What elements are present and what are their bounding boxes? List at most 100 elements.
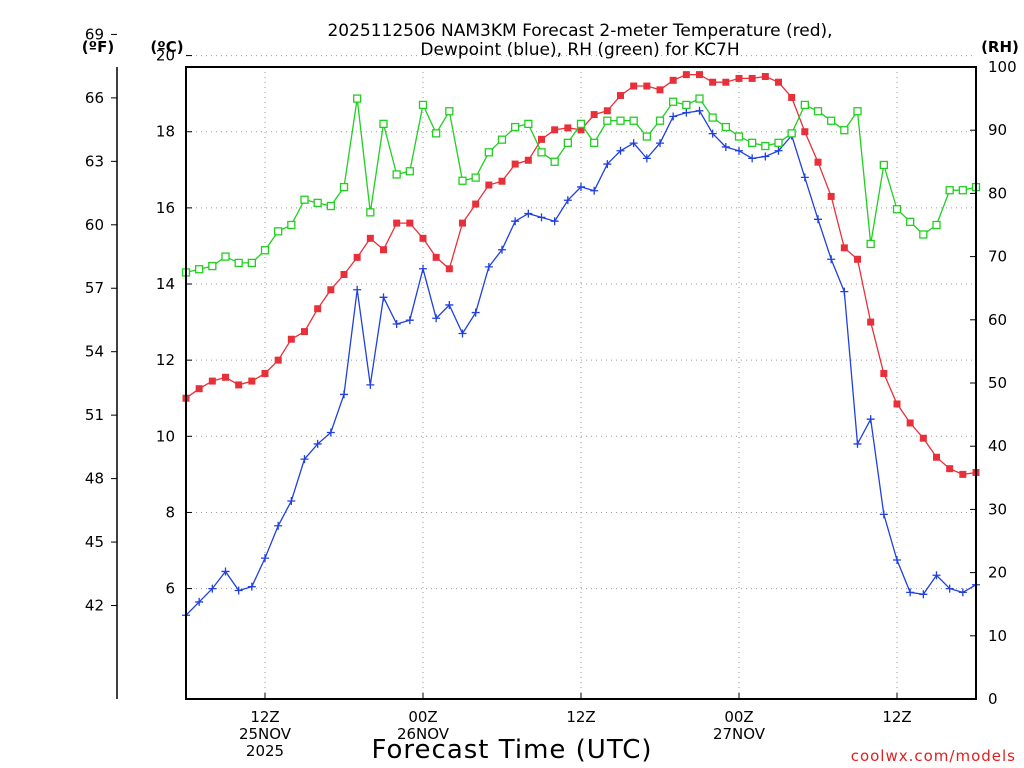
data-point [247, 582, 256, 591]
data-point [287, 335, 295, 343]
data-point [248, 377, 256, 385]
fahrenheit-unit-label: (ºF) [82, 38, 114, 56]
rh-tick-label: 60 [988, 311, 1007, 329]
data-point [761, 152, 770, 161]
data-point [537, 148, 546, 157]
data-point [301, 328, 308, 336]
data-point [629, 116, 638, 125]
data-point [788, 93, 796, 101]
data-point [708, 129, 717, 138]
series-layer [181, 71, 981, 620]
data-point [827, 116, 836, 125]
data-point [458, 329, 467, 338]
data-point [669, 112, 678, 121]
data-point [432, 314, 441, 323]
data-point [339, 182, 349, 192]
celsius-unit-label: (ºC) [150, 38, 183, 56]
data-point [854, 255, 861, 263]
data-point [511, 122, 520, 132]
data-point [748, 74, 756, 82]
data-point [814, 215, 822, 224]
time-tick-label: 12Z [882, 708, 911, 726]
rh-tick-label: 80 [988, 184, 1007, 202]
data-point [893, 556, 901, 565]
fahrenheit-tick-label: 48 [85, 470, 104, 488]
data-point [208, 584, 217, 593]
rh-tick-label: 10 [988, 627, 1007, 645]
celsius-tick-label: 18 [156, 123, 175, 141]
data-point [550, 217, 559, 226]
time-tick-label: 2025 [246, 742, 284, 760]
data-point [485, 181, 493, 189]
data-point [603, 116, 612, 125]
celsius-tick-label: 16 [156, 199, 175, 217]
data-point [616, 116, 625, 125]
data-point [380, 246, 387, 254]
data-point [524, 119, 533, 129]
data-point [445, 107, 454, 116]
rh-tick-label: 70 [988, 248, 1007, 266]
x-axis-label: Forecast Time (UTC) [371, 735, 652, 765]
data-point [867, 318, 875, 326]
celsius-tick-label: 14 [156, 275, 175, 293]
data-point [497, 135, 507, 144]
data-point [326, 428, 335, 437]
time-tick-label: 26NOV [397, 725, 450, 743]
celsius-axis: 6 8 10 12 14 16 18 20 [156, 47, 192, 598]
data-point [959, 470, 967, 478]
data-point [893, 400, 901, 408]
data-point [748, 154, 757, 163]
celsius-tick-label: 8 [165, 503, 175, 521]
data-point [379, 119, 388, 129]
data-point [642, 154, 651, 163]
data-point [682, 100, 691, 110]
data-point [366, 208, 375, 217]
data-point [813, 107, 823, 116]
data-point [563, 138, 572, 147]
rh-tick-label: 40 [988, 437, 1007, 455]
data-point [945, 186, 954, 195]
time-tick-label: 00Z [724, 708, 753, 726]
data-point [906, 588, 915, 597]
data-point [195, 597, 204, 606]
data-point [748, 138, 757, 147]
fahrenheit-tick-label: 54 [85, 343, 104, 361]
rh-tick-label: 100 [988, 58, 1017, 76]
data-point [538, 135, 545, 143]
data-point [761, 141, 770, 151]
data-point [524, 209, 533, 218]
data-point [774, 146, 783, 155]
fahrenheit-axis: 42 45 48 51 54 57 60 63 66 69 [85, 25, 118, 699]
data-point [906, 419, 914, 427]
data-point [524, 156, 532, 164]
data-point [459, 219, 466, 227]
data-point [629, 139, 638, 148]
data-point [366, 380, 375, 389]
data-point [603, 160, 612, 169]
data-point [800, 173, 809, 182]
data-point [511, 217, 520, 226]
data-point [484, 262, 493, 271]
time-tick-label: 00Z [408, 708, 437, 726]
data-point [932, 220, 941, 230]
data-point [590, 186, 599, 195]
data-point [472, 200, 480, 208]
rh-axis: 0 10 20 30 40 50 60 70 80 90 100 [970, 58, 1017, 708]
data-point [866, 415, 875, 424]
data-point [511, 160, 519, 168]
data-point [287, 497, 296, 506]
data-point [590, 138, 599, 147]
data-point [484, 148, 493, 157]
data-point [879, 510, 888, 519]
data-point [208, 261, 217, 271]
data-point [866, 239, 875, 249]
data-point [630, 82, 638, 90]
data-point [577, 126, 585, 134]
data-point [576, 119, 586, 129]
data-point [655, 116, 665, 125]
data-point [340, 390, 348, 399]
data-point [260, 246, 270, 255]
rh-unit-label: (RH) [981, 38, 1019, 56]
data-point [853, 107, 862, 116]
